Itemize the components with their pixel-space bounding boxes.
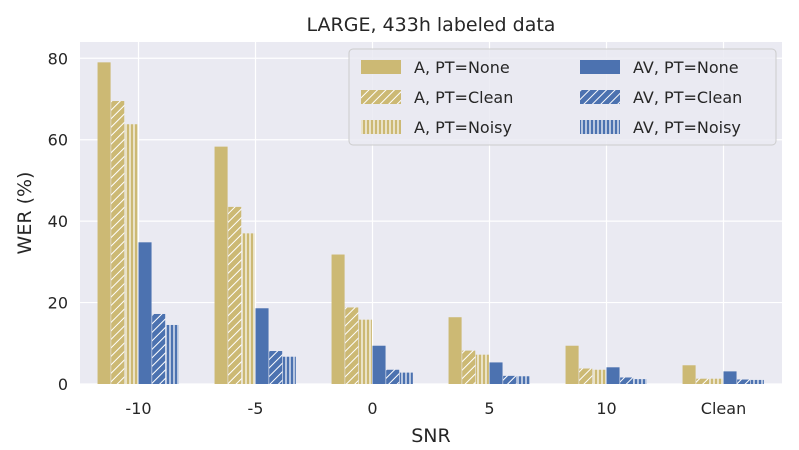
- bar-a-pt-clean-5: [696, 378, 710, 384]
- x-tick-label: Clean: [701, 399, 746, 418]
- bar-av-pt-none-1: [255, 308, 269, 384]
- bar-a-pt-clean-0: [111, 101, 125, 385]
- chart-title: LARGE, 433h labeled data: [307, 14, 556, 36]
- bar-av-pt-noisy-3: [516, 376, 530, 384]
- bar-av-pt-none-5: [723, 371, 737, 384]
- bar-a-pt-none-0: [97, 62, 111, 384]
- bar-av-pt-none-0: [138, 242, 152, 384]
- bar-a-pt-noisy-1: [241, 233, 255, 384]
- legend-swatch: [361, 90, 401, 104]
- bars: [97, 62, 764, 385]
- bar-av-pt-none-3: [489, 362, 503, 384]
- bar-a-pt-none-3: [448, 317, 462, 384]
- bar-av-pt-clean-1: [269, 351, 283, 384]
- y-tick-label: 0: [58, 375, 68, 394]
- y-tick-labels: 0 20 40 60 80: [48, 49, 68, 394]
- y-tick-label: 80: [48, 49, 68, 68]
- x-tick-label: -5: [248, 399, 264, 418]
- y-tick-label: 40: [48, 212, 68, 231]
- bar-av-pt-none-2: [372, 345, 386, 384]
- x-axis-label: SNR: [411, 425, 450, 447]
- legend-label: AV, PT=Noisy: [633, 118, 741, 137]
- legend-box: [348, 48, 777, 146]
- bar-av-pt-noisy-1: [282, 356, 296, 384]
- x-tick-label: 5: [484, 399, 494, 418]
- bar-av-pt-none-4: [606, 367, 620, 384]
- bar-av-pt-noisy-5: [750, 379, 764, 384]
- bar-a-pt-clean-3: [462, 350, 476, 384]
- legend-swatch: [361, 120, 401, 134]
- bar-a-pt-noisy-4: [592, 369, 606, 384]
- legend-label: AV, PT=None: [633, 58, 739, 77]
- x-tick-label: 10: [596, 399, 616, 418]
- x-tick-labels: -10 -5 0 5 10 Clean: [125, 399, 746, 418]
- bar-av-pt-noisy-2: [399, 372, 413, 384]
- legend: A, PT=None A, PT=Clean A, PT=Noisy AV, PT=N…: [348, 48, 777, 146]
- legend-label: AV, PT=Clean: [633, 88, 742, 107]
- legend-label: A, PT=None: [414, 58, 510, 77]
- y-tick-label: 20: [48, 294, 68, 313]
- bar-av-pt-noisy-4: [633, 379, 647, 384]
- bar-av-pt-clean-4: [620, 377, 634, 384]
- bar-a-pt-noisy-2: [358, 319, 372, 384]
- bar-av-pt-clean-2: [386, 369, 400, 384]
- bar-a-pt-noisy-3: [475, 354, 489, 384]
- legend-swatch: [580, 60, 620, 74]
- legend-label: A, PT=Noisy: [414, 118, 512, 137]
- x-tick-label: 0: [367, 399, 377, 418]
- bar-av-pt-clean-0: [152, 313, 166, 384]
- bar-av-pt-clean-5: [737, 379, 751, 384]
- legend-swatch: [580, 120, 620, 134]
- legend-label: A, PT=Clean: [414, 88, 513, 107]
- legend-swatch: [361, 60, 401, 74]
- bar-a-pt-none-5: [682, 365, 696, 384]
- bar-a-pt-noisy-0: [124, 124, 138, 384]
- bar-a-pt-clean-4: [579, 368, 593, 384]
- bar-a-pt-clean-1: [228, 206, 242, 384]
- bar-av-pt-clean-3: [503, 375, 517, 384]
- y-tick-label: 60: [48, 131, 68, 150]
- bar-a-pt-none-1: [214, 146, 228, 384]
- bar-a-pt-clean-2: [345, 307, 359, 384]
- y-axis-label: WER (%): [14, 172, 36, 255]
- legend-swatch: [580, 90, 620, 104]
- x-tick-label: -10: [125, 399, 151, 418]
- bar-a-pt-none-4: [565, 345, 579, 384]
- bar-a-pt-noisy-5: [709, 378, 723, 384]
- bar-a-pt-none-2: [331, 254, 345, 384]
- bar-av-pt-noisy-0: [165, 324, 179, 384]
